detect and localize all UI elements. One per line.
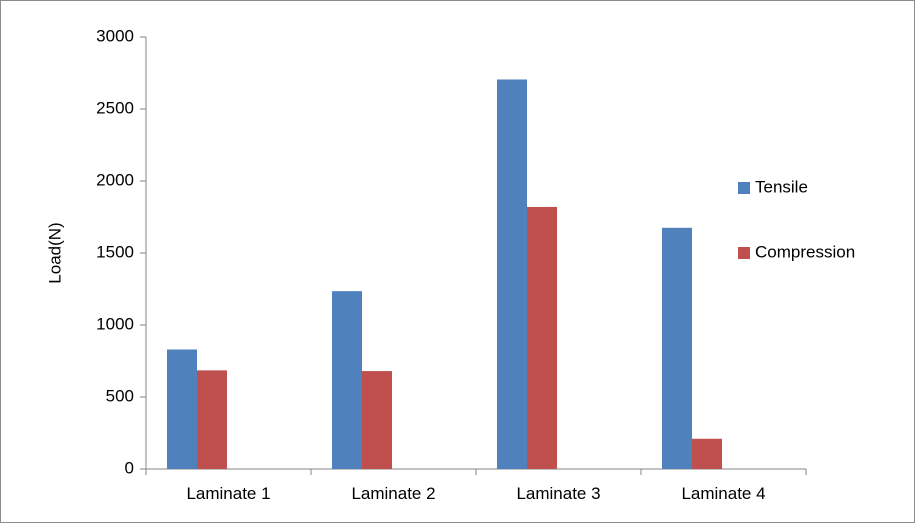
legend-swatch-tensile [738,182,750,194]
x-category-label: Laminate 1 [186,484,270,503]
legend-label-tensile: Tensile [755,177,808,196]
y-tick-label: 2500 [96,98,134,117]
x-axis: Laminate 1 Laminate 2 Laminate 3 Laminate 4 [145,468,807,503]
bar-tensile-1 [167,349,197,469]
y-tick-label: 3000 [96,26,134,45]
y-axis-title: Load(N) [45,222,64,283]
bar-tensile-3 [497,79,527,469]
y-axis: 0 500 1000 1500 2000 2500 3000 [96,26,147,477]
y-tick-label: 1000 [96,314,134,333]
bar-compression-3 [527,206,557,470]
y-tick-label: 2000 [96,170,134,189]
bar-compression-1 [197,370,227,469]
y-tick-label: 0 [125,458,134,477]
x-category-label: Laminate 2 [351,484,435,503]
legend: Tensile Compression [738,177,855,261]
bar-tensile-2 [332,291,362,469]
x-category-label: Laminate 4 [681,484,765,503]
bar-compression-2 [362,371,392,469]
bar-compression-4 [692,438,722,469]
legend-swatch-compression [738,247,750,259]
bar-tensile-4 [662,227,692,469]
y-tick-label: 500 [106,386,134,405]
bars [167,79,722,470]
x-category-label: Laminate 3 [516,484,600,503]
y-tick-label: 1500 [96,242,134,261]
legend-label-compression: Compression [755,242,855,261]
